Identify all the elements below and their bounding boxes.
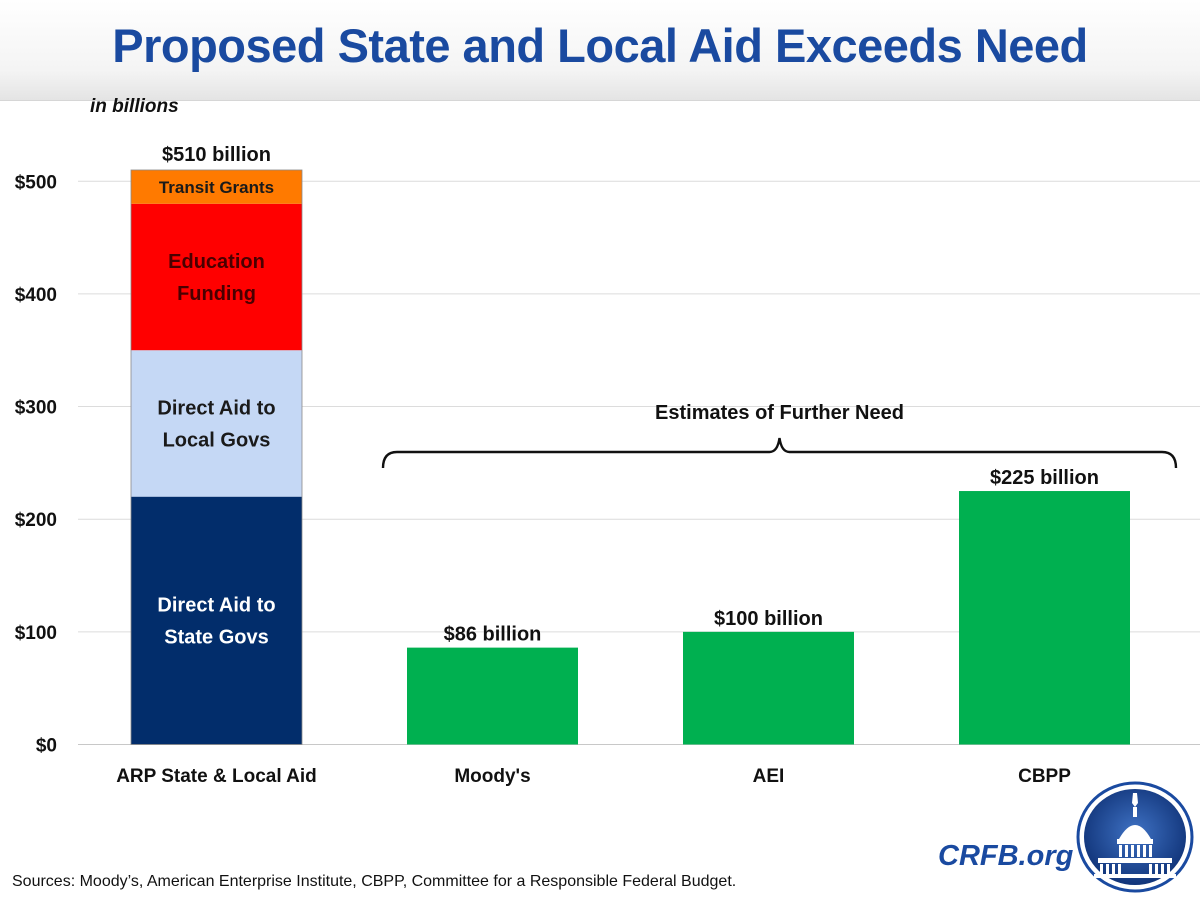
bracket bbox=[381, 437, 1178, 469]
y-tick-label: $300 bbox=[15, 398, 57, 419]
stacked-segment bbox=[131, 350, 302, 497]
header-banner: Proposed State and Local Aid Exceeds Nee… bbox=[0, 0, 1200, 101]
bracket-label: Estimates of Further Need bbox=[655, 402, 904, 424]
stacked-segment bbox=[131, 169, 302, 204]
stacked-segment bbox=[131, 203, 302, 351]
unit-label: in billions bbox=[90, 96, 179, 117]
page-title: Proposed State and Local Aid Exceeds Nee… bbox=[112, 19, 1088, 72]
source-note: Sources: Moody’s, American Enterprise In… bbox=[12, 873, 737, 890]
segment-label: State Govs bbox=[164, 627, 268, 649]
x-tick-label: Moody's bbox=[454, 766, 530, 787]
bar bbox=[407, 647, 578, 745]
site-link[interactable]: CRFB.org bbox=[938, 840, 1074, 872]
segment-label: Education bbox=[168, 251, 265, 273]
y-tick-label: $400 bbox=[15, 285, 57, 306]
segment-label: Local Govs bbox=[163, 429, 271, 451]
segment-label: Direct Aid to bbox=[157, 397, 275, 419]
bar-value-label: $225 billion bbox=[990, 467, 1099, 489]
stacked-segment bbox=[131, 496, 302, 745]
x-tick-label: ARP State & Local Aid bbox=[116, 766, 317, 787]
bar bbox=[683, 631, 854, 745]
y-tick-label: $0 bbox=[36, 736, 57, 757]
stacked-bar-outline bbox=[130, 169, 303, 745]
y-tick-label: $100 bbox=[15, 623, 57, 644]
bar-value-label: $100 billion bbox=[714, 608, 823, 630]
segment-label: Direct Aid to bbox=[157, 595, 275, 617]
x-tick-label: CBPP bbox=[1018, 766, 1071, 787]
y-tick-label: $500 bbox=[15, 172, 57, 193]
x-tick-label: AEI bbox=[753, 766, 785, 787]
segment-label: Transit Grants bbox=[159, 178, 274, 197]
segment-label: Funding bbox=[177, 283, 256, 305]
stacked-total-label: $510 billion bbox=[162, 144, 271, 166]
y-tick-label: $200 bbox=[15, 510, 57, 531]
bar-value-label: $86 billion bbox=[444, 624, 542, 646]
capitol-dome-seal-icon bbox=[1076, 781, 1194, 893]
bar bbox=[959, 491, 1130, 745]
